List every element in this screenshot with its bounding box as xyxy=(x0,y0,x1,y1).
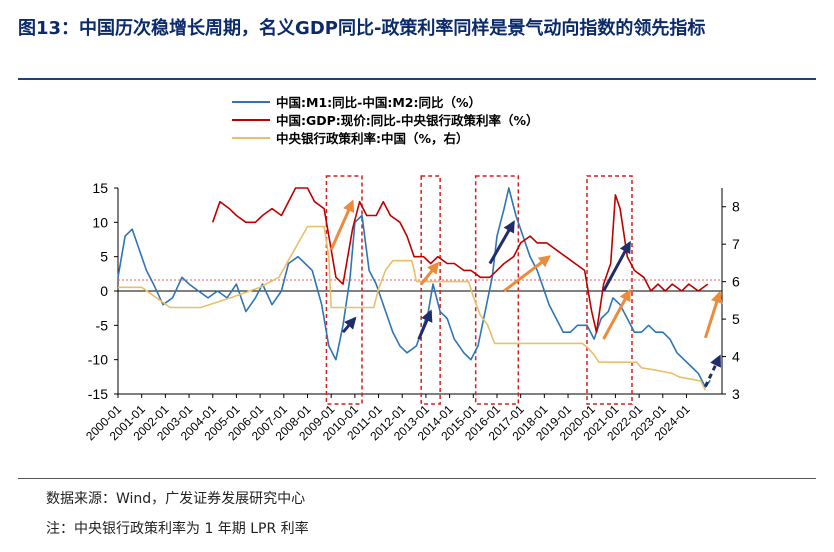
source-note: 数据来源：Wind，广发证券发展研究中心 xyxy=(46,491,306,507)
chart: 中国:M1:同比-中国:M2:同比（%） 中国:GDP:现价:同比-中央银行政策利… xyxy=(83,95,740,443)
annotation-arrow-navy xyxy=(341,316,357,334)
y-left-tick-label: -5 xyxy=(96,317,109,333)
series-line-2 xyxy=(211,187,709,333)
y-right-tick-label: 5 xyxy=(732,311,740,327)
annotation-arrow-orange xyxy=(602,288,631,340)
footnote: 注：中央银行政策利率为 1 年期 LPR 利率 xyxy=(46,521,309,537)
annotation-arrow-orange xyxy=(329,199,355,251)
series-line-3 xyxy=(118,225,707,391)
annotation-arrow-navy xyxy=(417,309,433,340)
legend-label-1: 中国:M1:同比-中国:M2:同比（%） xyxy=(276,95,481,110)
annotation-arrow-navy xyxy=(704,354,721,388)
y-left-tick-label: 10 xyxy=(92,214,108,230)
y-right-tick-label: 4 xyxy=(732,349,740,365)
y-left-tick-label: 5 xyxy=(100,249,108,265)
highlight-period-box xyxy=(474,175,520,405)
y-right-tick-label: 8 xyxy=(732,199,740,215)
y-left-tick-label: 0 xyxy=(100,283,108,299)
annotation-arrow-navy xyxy=(602,240,631,292)
figure-title: 图13：中国历次稳增长周期，名义GDP同比-政策利率同样是景气动向指数的领先指标 xyxy=(18,18,706,39)
highlight-period-box xyxy=(586,175,633,405)
y-right-tick-label: 6 xyxy=(732,274,740,290)
highlight-period-box xyxy=(420,175,441,405)
y-right-tick-label: 3 xyxy=(732,386,740,402)
series-line-1 xyxy=(117,187,711,388)
y-left-tick-label: 15 xyxy=(92,180,108,196)
legend: 中国:M1:同比-中国:M2:同比（%） 中国:GDP:现价:同比-中央银行政策利… xyxy=(232,95,539,146)
plot-area: 151050-5-10-158765432000-012001-012002-0… xyxy=(83,175,740,443)
annotation-arrow-orange xyxy=(503,255,551,293)
annotation-arrow-navy xyxy=(488,220,515,265)
y-left-tick-label: -10 xyxy=(88,352,108,368)
legend-label-2: 中国:GDP:现价:同比-中央银行政策利率（%） xyxy=(276,113,539,128)
legend-label-3: 中央银行政策利率:中国（%，右） xyxy=(276,131,469,146)
footer-divider xyxy=(18,478,816,479)
y-left-tick-label: -15 xyxy=(88,386,108,402)
y-right-tick-label: 7 xyxy=(732,236,740,252)
highlight-period-box xyxy=(325,175,363,405)
title-divider xyxy=(18,78,816,80)
annotation-arrow-orange xyxy=(703,290,723,339)
annotation-arrow-orange xyxy=(420,261,440,286)
